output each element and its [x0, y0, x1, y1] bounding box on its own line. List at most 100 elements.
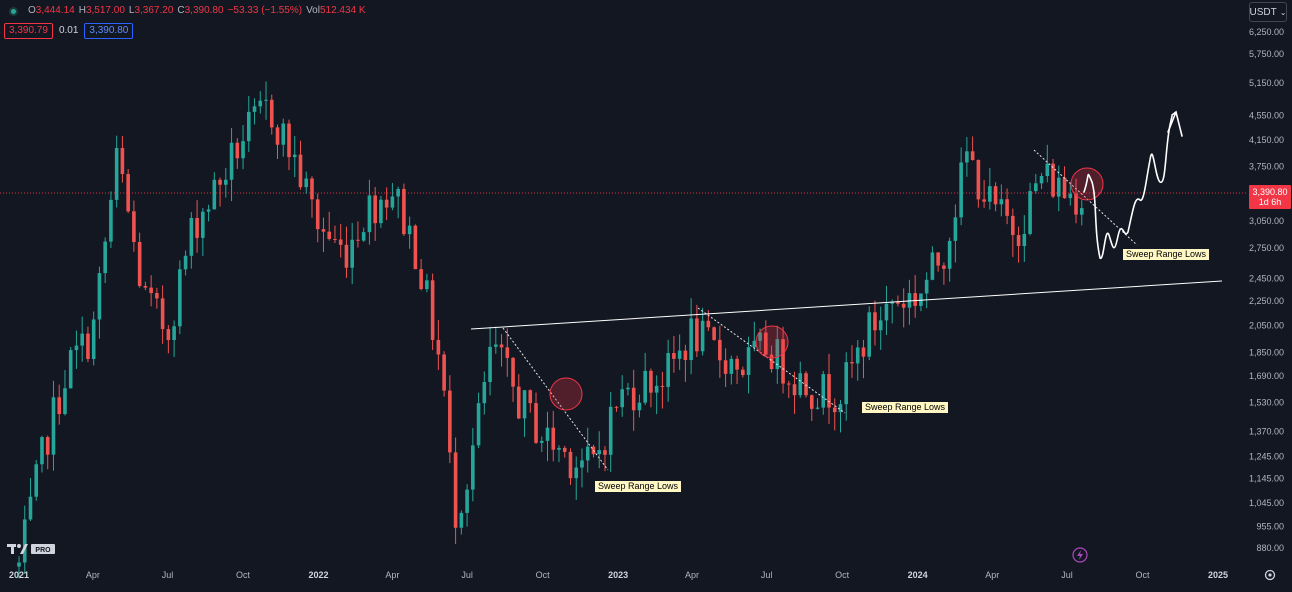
y-tick-label: 4,150.00: [1249, 135, 1284, 145]
candle-body: [425, 280, 429, 290]
trendline[interactable]: [470, 280, 1223, 330]
candle-body: [568, 451, 573, 479]
y-tick-label: 1,690.00: [1249, 371, 1284, 381]
candle-body: [643, 370, 647, 403]
candle-body: [45, 437, 50, 455]
candle-body: [511, 357, 515, 387]
candle-body: [373, 195, 377, 224]
buy-price-chip[interactable]: 3,390.80: [84, 23, 134, 39]
y-tick-label: 2,250.00: [1249, 296, 1284, 306]
candle-body: [873, 312, 877, 331]
annotation-label[interactable]: Sweep Range Lows: [1123, 249, 1210, 260]
highlight-circle[interactable]: [755, 325, 789, 359]
candle-body: [936, 252, 940, 266]
annotation-label[interactable]: Sweep Range Lows: [862, 402, 949, 413]
candle-body: [390, 196, 395, 208]
high-value: 3,517.00: [85, 5, 125, 16]
candle-body: [855, 347, 860, 364]
candle-body: [746, 347, 751, 376]
y-tick-label: 6,250.00: [1249, 27, 1284, 37]
candle-body: [74, 345, 79, 351]
candle-body: [706, 320, 711, 328]
candle-body: [930, 252, 935, 280]
high-label: H: [78, 5, 86, 16]
candle-body: [160, 298, 165, 330]
candle-body: [953, 217, 958, 241]
candle-body: [275, 127, 280, 145]
x-tick-label: 2024: [908, 570, 928, 580]
last-price-value: 3,390.80: [1252, 187, 1288, 197]
candle-body: [557, 447, 561, 450]
x-tick-label: Apr: [86, 570, 100, 580]
candle-body: [195, 217, 199, 238]
candle-body: [804, 373, 808, 396]
currency-dropdown[interactable]: USDT ⌄: [1249, 2, 1287, 22]
candle-body: [34, 464, 39, 497]
arrow-head-icon: [1167, 110, 1183, 137]
candle-body: [114, 148, 119, 200]
candle-body: [959, 162, 963, 218]
candle-body: [965, 151, 969, 163]
candle-body: [844, 362, 849, 405]
projection-path[interactable]: [1083, 115, 1173, 259]
y-tick-label: 4,550.00: [1249, 111, 1284, 121]
candle-body: [907, 293, 912, 308]
candle-body: [580, 460, 584, 468]
candle-body: [86, 333, 90, 360]
candle-body: [396, 188, 400, 197]
candle-body: [1028, 191, 1032, 234]
y-tick-label: 955.00: [1256, 521, 1284, 531]
candle-body: [970, 151, 975, 161]
candle-body: [304, 178, 309, 188]
bar-countdown: 1d 6h: [1258, 197, 1282, 207]
chevron-down-icon: ⌄: [1279, 7, 1287, 17]
candle-body: [775, 339, 780, 370]
candle-body: [993, 186, 998, 205]
candle-body: [258, 100, 263, 107]
candle-body: [660, 385, 665, 387]
candle-body: [310, 178, 314, 200]
candle-body: [1056, 177, 1061, 197]
candle-body: [861, 347, 866, 357]
candle-body: [769, 354, 774, 370]
candle-body: [827, 374, 831, 408]
downtrend-line[interactable]: [502, 327, 609, 471]
candle-body: [649, 370, 653, 393]
candle-body: [97, 273, 102, 320]
candle-body: [499, 344, 504, 348]
candle-body: [51, 397, 56, 455]
x-tick-label: Apr: [685, 570, 699, 580]
annotation-label[interactable]: Sweep Range Lows: [595, 481, 682, 492]
candle-body: [91, 319, 96, 360]
flash-icon[interactable]: [1072, 547, 1088, 563]
candle-body: [672, 353, 676, 359]
highlight-circle[interactable]: [549, 377, 583, 411]
x-tick-label: Jul: [461, 570, 473, 580]
candle-body: [1005, 199, 1009, 216]
sell-price-chip[interactable]: 3,390.79: [4, 23, 53, 39]
candle-body: [298, 154, 303, 188]
candle-body: [821, 374, 826, 408]
candle-body: [68, 350, 73, 389]
candle-body: [942, 265, 946, 269]
candle-body: [924, 279, 929, 294]
x-tick-label: 2021: [9, 570, 29, 580]
candle-body: [741, 369, 745, 376]
candle-body: [132, 211, 136, 242]
gear-icon[interactable]: [1264, 569, 1276, 581]
candle-body: [976, 160, 981, 200]
candle-body: [551, 427, 556, 450]
y-tick-label: 2,750.00: [1249, 243, 1284, 253]
x-tick-label: 2023: [608, 570, 628, 580]
y-tick-label: 2,050.00: [1249, 320, 1284, 330]
candle-body: [585, 446, 590, 461]
candle-body: [683, 350, 688, 361]
candle-body: [712, 327, 716, 340]
candle-body: [137, 241, 142, 286]
volume-label: Vol: [306, 5, 320, 16]
candle-body: [321, 229, 326, 232]
candle-body: [631, 387, 636, 411]
candle-body: [453, 452, 458, 528]
